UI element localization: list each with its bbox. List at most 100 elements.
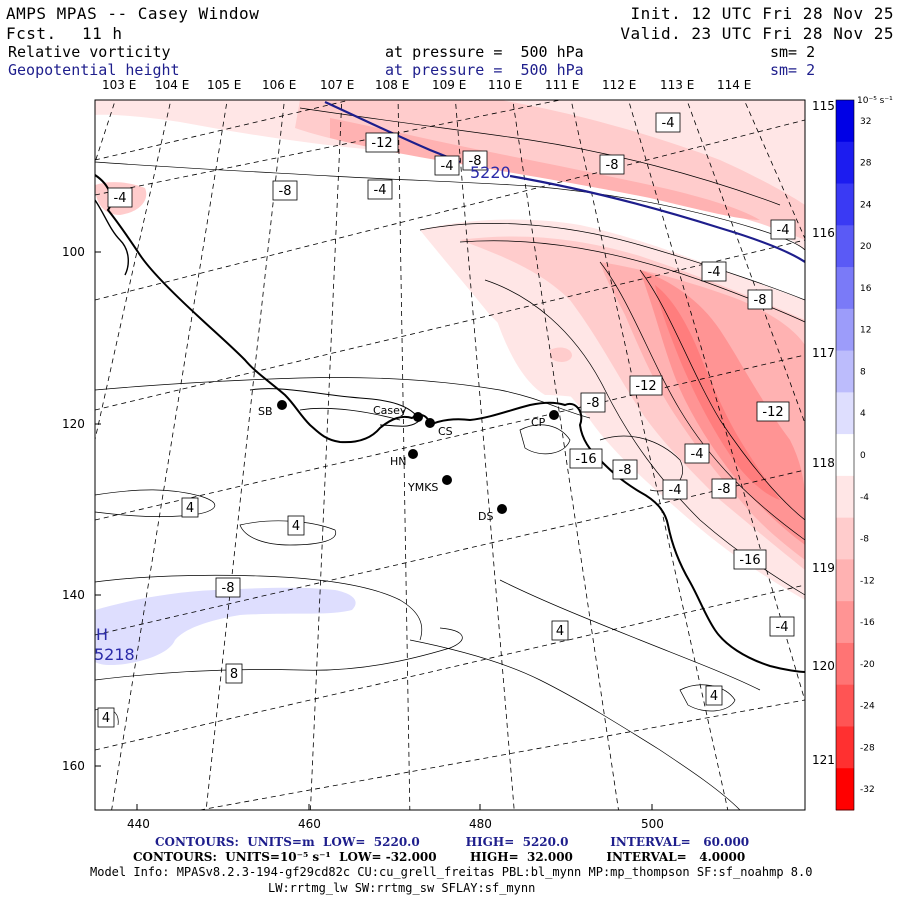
contour-label-box xyxy=(662,479,688,500)
field-2-name: Geopotential height xyxy=(8,61,180,79)
lon-label: 110 E xyxy=(488,78,522,92)
colorbar-tick-label: -4 xyxy=(860,493,869,503)
contour-label: -4 xyxy=(777,223,790,238)
contour-label: -16 xyxy=(739,553,760,568)
contour-label: 4 xyxy=(186,501,194,516)
contour-label: 8 xyxy=(230,667,238,682)
colorbar-tick-label: 24 xyxy=(860,200,872,210)
colorbar-segment xyxy=(836,100,854,143)
contour-label-box xyxy=(434,155,460,176)
colorbar-tick-label: 20 xyxy=(860,242,872,252)
contour-label-box xyxy=(711,478,737,499)
colorbar-segment xyxy=(836,559,854,602)
colorbar-segment xyxy=(836,392,854,435)
colorbar-tick-label: 16 xyxy=(860,284,872,294)
station-marker-ds xyxy=(497,504,507,514)
contour-labels: -12 -8 -4 -8 -4 -4 -4 -8 -4 -4 -8 -12 -8 -12 -8 -4 -16 -8… xyxy=(97,112,796,728)
lon-label: 109 E xyxy=(432,78,466,92)
contour-label: -4 xyxy=(708,265,721,280)
field-1-level: at pressure = 500 hPa xyxy=(385,43,584,61)
field-2-level: at pressure = 500 hPa xyxy=(385,61,584,79)
contour-label-box xyxy=(655,112,681,133)
lon-label: 111 E xyxy=(545,78,579,92)
model-info: Model Info: MPASv8.2.3-194-gf29cd82c CU:… xyxy=(90,865,813,879)
high-pressure-value: 5218 xyxy=(94,645,135,664)
contour-label: -4 xyxy=(776,620,789,635)
colorbar-tick-label: -24 xyxy=(860,702,875,712)
station-label-cp: CP xyxy=(531,416,546,429)
contour-label-box xyxy=(97,707,115,728)
contour-label-box xyxy=(769,616,795,637)
x-axis-label: 480 xyxy=(469,817,492,831)
contour-label-box xyxy=(705,685,723,706)
model-info-2: LW:rrtmg_lw SW:rrtmg_sw SFLAY:sf_mynn xyxy=(268,881,536,895)
contour-label: -8 xyxy=(718,482,731,497)
lon-label: 112 E xyxy=(602,78,636,92)
colorbar-tick-label: 32 xyxy=(860,117,871,127)
contour-label-box xyxy=(733,549,767,570)
positive-vorticity-shading xyxy=(95,587,356,666)
contour-label: -12 xyxy=(762,405,783,420)
contour-label: -8 xyxy=(279,184,292,199)
y-axis-label: 120 xyxy=(62,417,85,431)
station-marker-hn xyxy=(408,449,418,459)
station-label-sb: SB xyxy=(258,405,273,418)
x-axis-label: 500 xyxy=(641,817,664,831)
colorbar: 32 28 24 20 16 12 8 4 0 -4 -8 -12 -16 -20 -24 -28 -32 xyxy=(835,99,875,811)
coastline xyxy=(95,174,805,673)
contour-label-box xyxy=(612,459,638,480)
forecast-hour: 11 h xyxy=(82,24,123,43)
contour-label-box xyxy=(701,261,727,282)
contour-label: -4 xyxy=(374,183,387,198)
contour-label-box xyxy=(756,401,790,422)
lon-label: 106 E xyxy=(262,78,296,92)
colorbar-tick-label: 12 xyxy=(860,326,871,336)
field-1-smoothing: sm= 2 xyxy=(770,43,816,61)
vorticity-contours xyxy=(95,107,805,810)
colorbar-tick-label: -12 xyxy=(860,576,875,586)
lon-label: 104 E xyxy=(155,78,189,92)
contour-label: -4 xyxy=(669,483,682,498)
contour-label: -12 xyxy=(371,136,392,151)
x-axis-label: 440 xyxy=(127,817,150,831)
station-label-cs: CS xyxy=(438,425,453,438)
colorbar-tick-label: -20 xyxy=(860,660,875,670)
y-axis-label: 140 xyxy=(62,588,85,602)
axis-ticks xyxy=(95,251,653,810)
contour-label: -8 xyxy=(469,154,482,169)
stations: SB Casey CS HN YMKS DS CP xyxy=(258,400,559,523)
station-marker-ymks xyxy=(442,475,452,485)
station-label-hn: HN xyxy=(390,455,407,468)
colorbar-segment xyxy=(836,267,854,310)
y-axis-label: 100 xyxy=(62,245,85,259)
colorbar-segment xyxy=(836,225,854,268)
colorbar-tick-label: 8 xyxy=(860,367,866,377)
lon-label: 108 E xyxy=(375,78,409,92)
colorbar-tick-label: 4 xyxy=(860,409,866,419)
field-1-name: Relative vorticity xyxy=(8,43,171,61)
colorbar-tick-label: -28 xyxy=(860,743,875,753)
contour-label: -4 xyxy=(441,159,454,174)
contour-label: -8 xyxy=(587,396,600,411)
contour-label-box xyxy=(599,154,625,175)
plot-frame xyxy=(94,99,806,811)
colorbar-segment xyxy=(836,642,854,686)
contour-label: 4 xyxy=(710,689,718,704)
station-label-ymks: YMKS xyxy=(407,481,438,494)
colorbar-segment xyxy=(836,768,854,811)
contour-label: -16 xyxy=(575,452,596,467)
station-marker-casey xyxy=(413,412,423,422)
colorbar-segment xyxy=(836,308,854,352)
contour-label: -8 xyxy=(606,158,619,173)
x-axis-label: 460 xyxy=(298,817,321,831)
colorbar-segment xyxy=(836,183,854,226)
lon-label: 114 E xyxy=(717,78,751,92)
height-contour-5220-east xyxy=(509,174,805,263)
colorbar-tick-label: -16 xyxy=(860,618,875,628)
contour-label-box xyxy=(365,132,399,153)
colorbar-tick-label: -8 xyxy=(860,535,869,545)
colorbar-segment xyxy=(836,601,854,644)
field-2-smoothing: sm= 2 xyxy=(770,61,816,79)
contour-label-box xyxy=(629,375,663,396)
lon-label: 107 E xyxy=(320,78,354,92)
